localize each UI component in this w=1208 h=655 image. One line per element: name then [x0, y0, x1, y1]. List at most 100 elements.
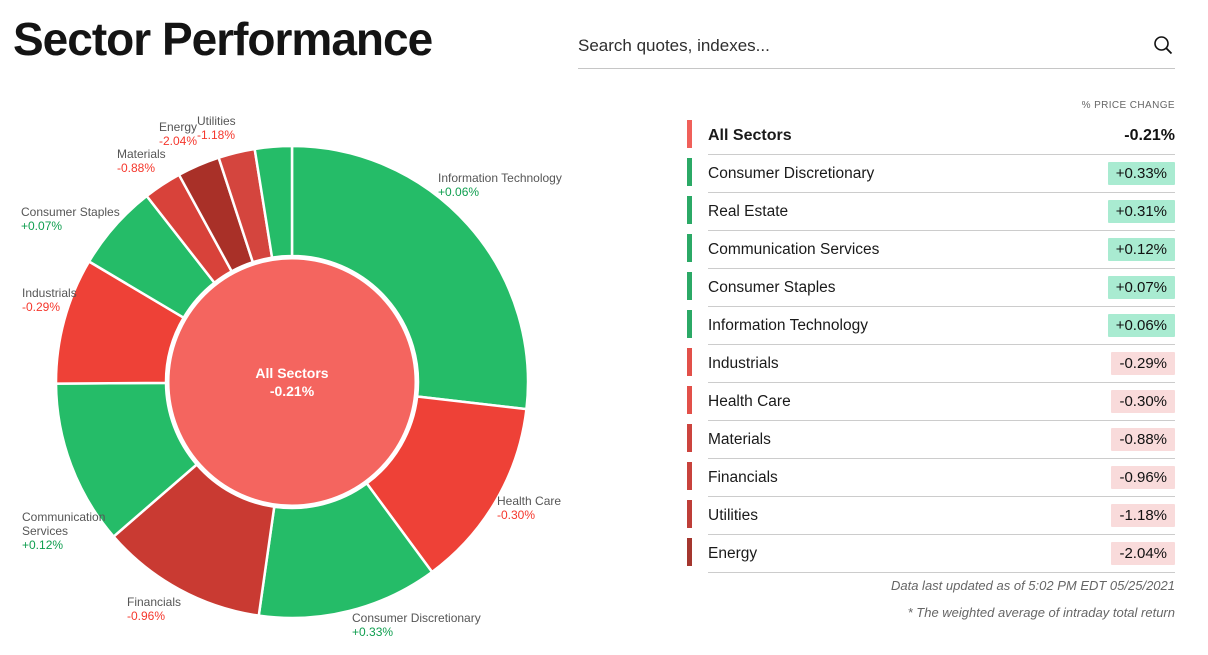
row-value: -2.04% — [1111, 542, 1175, 565]
table-header-price-change: % PRICE CHANGE — [1081, 100, 1175, 111]
row-content: Consumer Discretionary +0.33% — [708, 155, 1175, 193]
row-label: Consumer Discretionary — [708, 164, 875, 182]
all-sectors-center[interactable] — [166, 256, 418, 508]
row-value: -0.96% — [1111, 466, 1175, 489]
chart-label-materials: Materials -0.88% — [117, 147, 166, 175]
chart-label-value: +0.07% — [21, 219, 63, 233]
chart-label-value: -0.88% — [117, 161, 156, 175]
row-value: +0.12% — [1107, 238, 1175, 261]
chart-label-value: +0.33% — [352, 625, 394, 639]
chart-label-utilities: Utilities -1.18% — [197, 114, 236, 142]
row-content: Financials -0.96% — [708, 459, 1175, 497]
search-bar — [578, 28, 1175, 69]
row-content: Utilities -1.18% — [708, 497, 1175, 535]
table-row-utilities[interactable]: Utilities -1.18% — [687, 497, 1175, 535]
chart-label-name: Services — [22, 524, 69, 538]
row-content: Materials -0.88% — [708, 421, 1175, 459]
chart-label-health-care: Health Care -0.30% — [497, 494, 561, 522]
row-accent-bar — [687, 462, 692, 490]
row-label: Health Care — [708, 392, 791, 410]
row-content: Health Care -0.30% — [708, 383, 1175, 421]
page-title: Sector Performance — [13, 13, 433, 65]
row-accent-bar — [687, 272, 692, 300]
table-row-financials[interactable]: Financials -0.96% — [687, 459, 1175, 497]
row-value: +0.33% — [1107, 162, 1175, 185]
row-content: Information Technology +0.06% — [708, 307, 1175, 345]
chart-label-consumer-discretionary: Consumer Discretionary +0.33% — [352, 611, 481, 639]
row-accent-bar — [687, 348, 692, 376]
chart-label-value: -0.96% — [127, 609, 166, 623]
row-value: -0.30% — [1111, 390, 1175, 413]
slice-information-technology[interactable] — [290, 144, 530, 411]
chart-label-communication-services: Communication Services +0.12% — [22, 510, 105, 552]
row-content: Communication Services +0.12% — [708, 231, 1175, 269]
footnote-last-updated: Data last updated as of 5:02 PM EDT 05/2… — [890, 578, 1175, 593]
chart-label-value: +0.06% — [438, 185, 480, 199]
row-accent-bar — [687, 310, 692, 338]
row-accent-bar — [687, 538, 692, 566]
row-content: All Sectors -0.21% — [708, 117, 1175, 155]
chart-label-name: Utilities — [197, 114, 236, 128]
sector-table-rows: All Sectors -0.21% Consumer Discretionary +… — [687, 117, 1175, 573]
chart-label-value: -1.18% — [197, 128, 236, 142]
chart-label-name: Materials — [117, 147, 166, 161]
row-accent-bar — [687, 196, 692, 224]
row-accent-bar — [687, 424, 692, 452]
row-label: Information Technology — [708, 316, 868, 334]
search-icon[interactable] — [1151, 34, 1175, 58]
chart-label-value: -0.30% — [497, 508, 536, 522]
table-row-industrials[interactable]: Industrials -0.29% — [687, 345, 1175, 383]
row-value: -0.21% — [1124, 126, 1175, 144]
table-row-materials[interactable]: Materials -0.88% — [687, 421, 1175, 459]
chart-label-name: Energy — [158, 120, 197, 134]
chart-label-financials: Financials -0.96% — [127, 595, 181, 623]
row-accent-bar — [687, 386, 692, 414]
row-label: Utilities — [708, 506, 758, 524]
row-value: -0.29% — [1111, 352, 1175, 375]
row-label: Materials — [708, 430, 771, 448]
chart-label-consumer-staples: Consumer Staples +0.07% — [21, 205, 120, 233]
row-label: Industrials — [708, 354, 779, 372]
row-accent-bar — [687, 234, 692, 262]
table-row-all-sectors[interactable]: All Sectors -0.21% — [687, 117, 1175, 155]
row-accent-bar — [687, 500, 692, 528]
row-value: +0.07% — [1107, 276, 1175, 299]
row-label: Energy — [708, 544, 758, 562]
chart-label-name: Industrials — [22, 286, 77, 300]
chart-label-name: Communication — [22, 510, 106, 524]
row-accent-bar — [687, 120, 692, 148]
search-input[interactable] — [578, 28, 1175, 69]
chart-label-value: -2.04% — [158, 134, 197, 148]
row-content: Energy -2.04% — [708, 535, 1175, 573]
donut-slices — [54, 144, 530, 620]
row-accent-bar — [687, 158, 692, 186]
table-row-communication-services[interactable]: Communication Services +0.12% — [687, 231, 1175, 269]
chart-label-energy: Energy -2.04% — [159, 120, 197, 148]
row-value: +0.06% — [1107, 314, 1175, 337]
table-row-real-estate[interactable]: Real Estate +0.31% — [687, 193, 1175, 231]
row-label: Consumer Staples — [708, 278, 836, 296]
table-row-consumer-discretionary[interactable]: Consumer Discretionary +0.33% — [687, 155, 1175, 193]
row-content: Real Estate +0.31% — [708, 193, 1175, 231]
table-row-information-technology[interactable]: Information Technology +0.06% — [687, 307, 1175, 345]
row-value: -1.18% — [1111, 504, 1175, 527]
row-label: All Sectors — [708, 126, 792, 144]
chart-label-value: +0.12% — [22, 538, 64, 552]
chart-label-name: Consumer Discretionary — [352, 611, 481, 625]
chart-label-name: Information Technology — [438, 171, 562, 185]
footnote-disclaimer: * The weighted average of intraday total… — [907, 605, 1175, 620]
chart-label-name: Health Care — [497, 494, 562, 508]
chart-label-name: Consumer Staples — [21, 205, 120, 219]
row-content: Industrials -0.29% — [708, 345, 1175, 383]
table-row-energy[interactable]: Energy -2.04% — [687, 535, 1175, 573]
row-value: +0.31% — [1107, 200, 1175, 223]
table-row-health-care[interactable]: Health Care -0.30% — [687, 383, 1175, 421]
chart-label-name: Financials — [127, 595, 182, 609]
row-label: Real Estate — [708, 202, 789, 220]
table-row-consumer-staples[interactable]: Consumer Staples +0.07% — [687, 269, 1175, 307]
slice-real-estate[interactable] — [253, 144, 294, 259]
row-value: -0.88% — [1111, 428, 1175, 451]
row-label: Financials — [708, 468, 778, 486]
sector-performance-table: % PRICE CHANGE All Sectors -0.21% Consumer… — [687, 100, 1175, 573]
